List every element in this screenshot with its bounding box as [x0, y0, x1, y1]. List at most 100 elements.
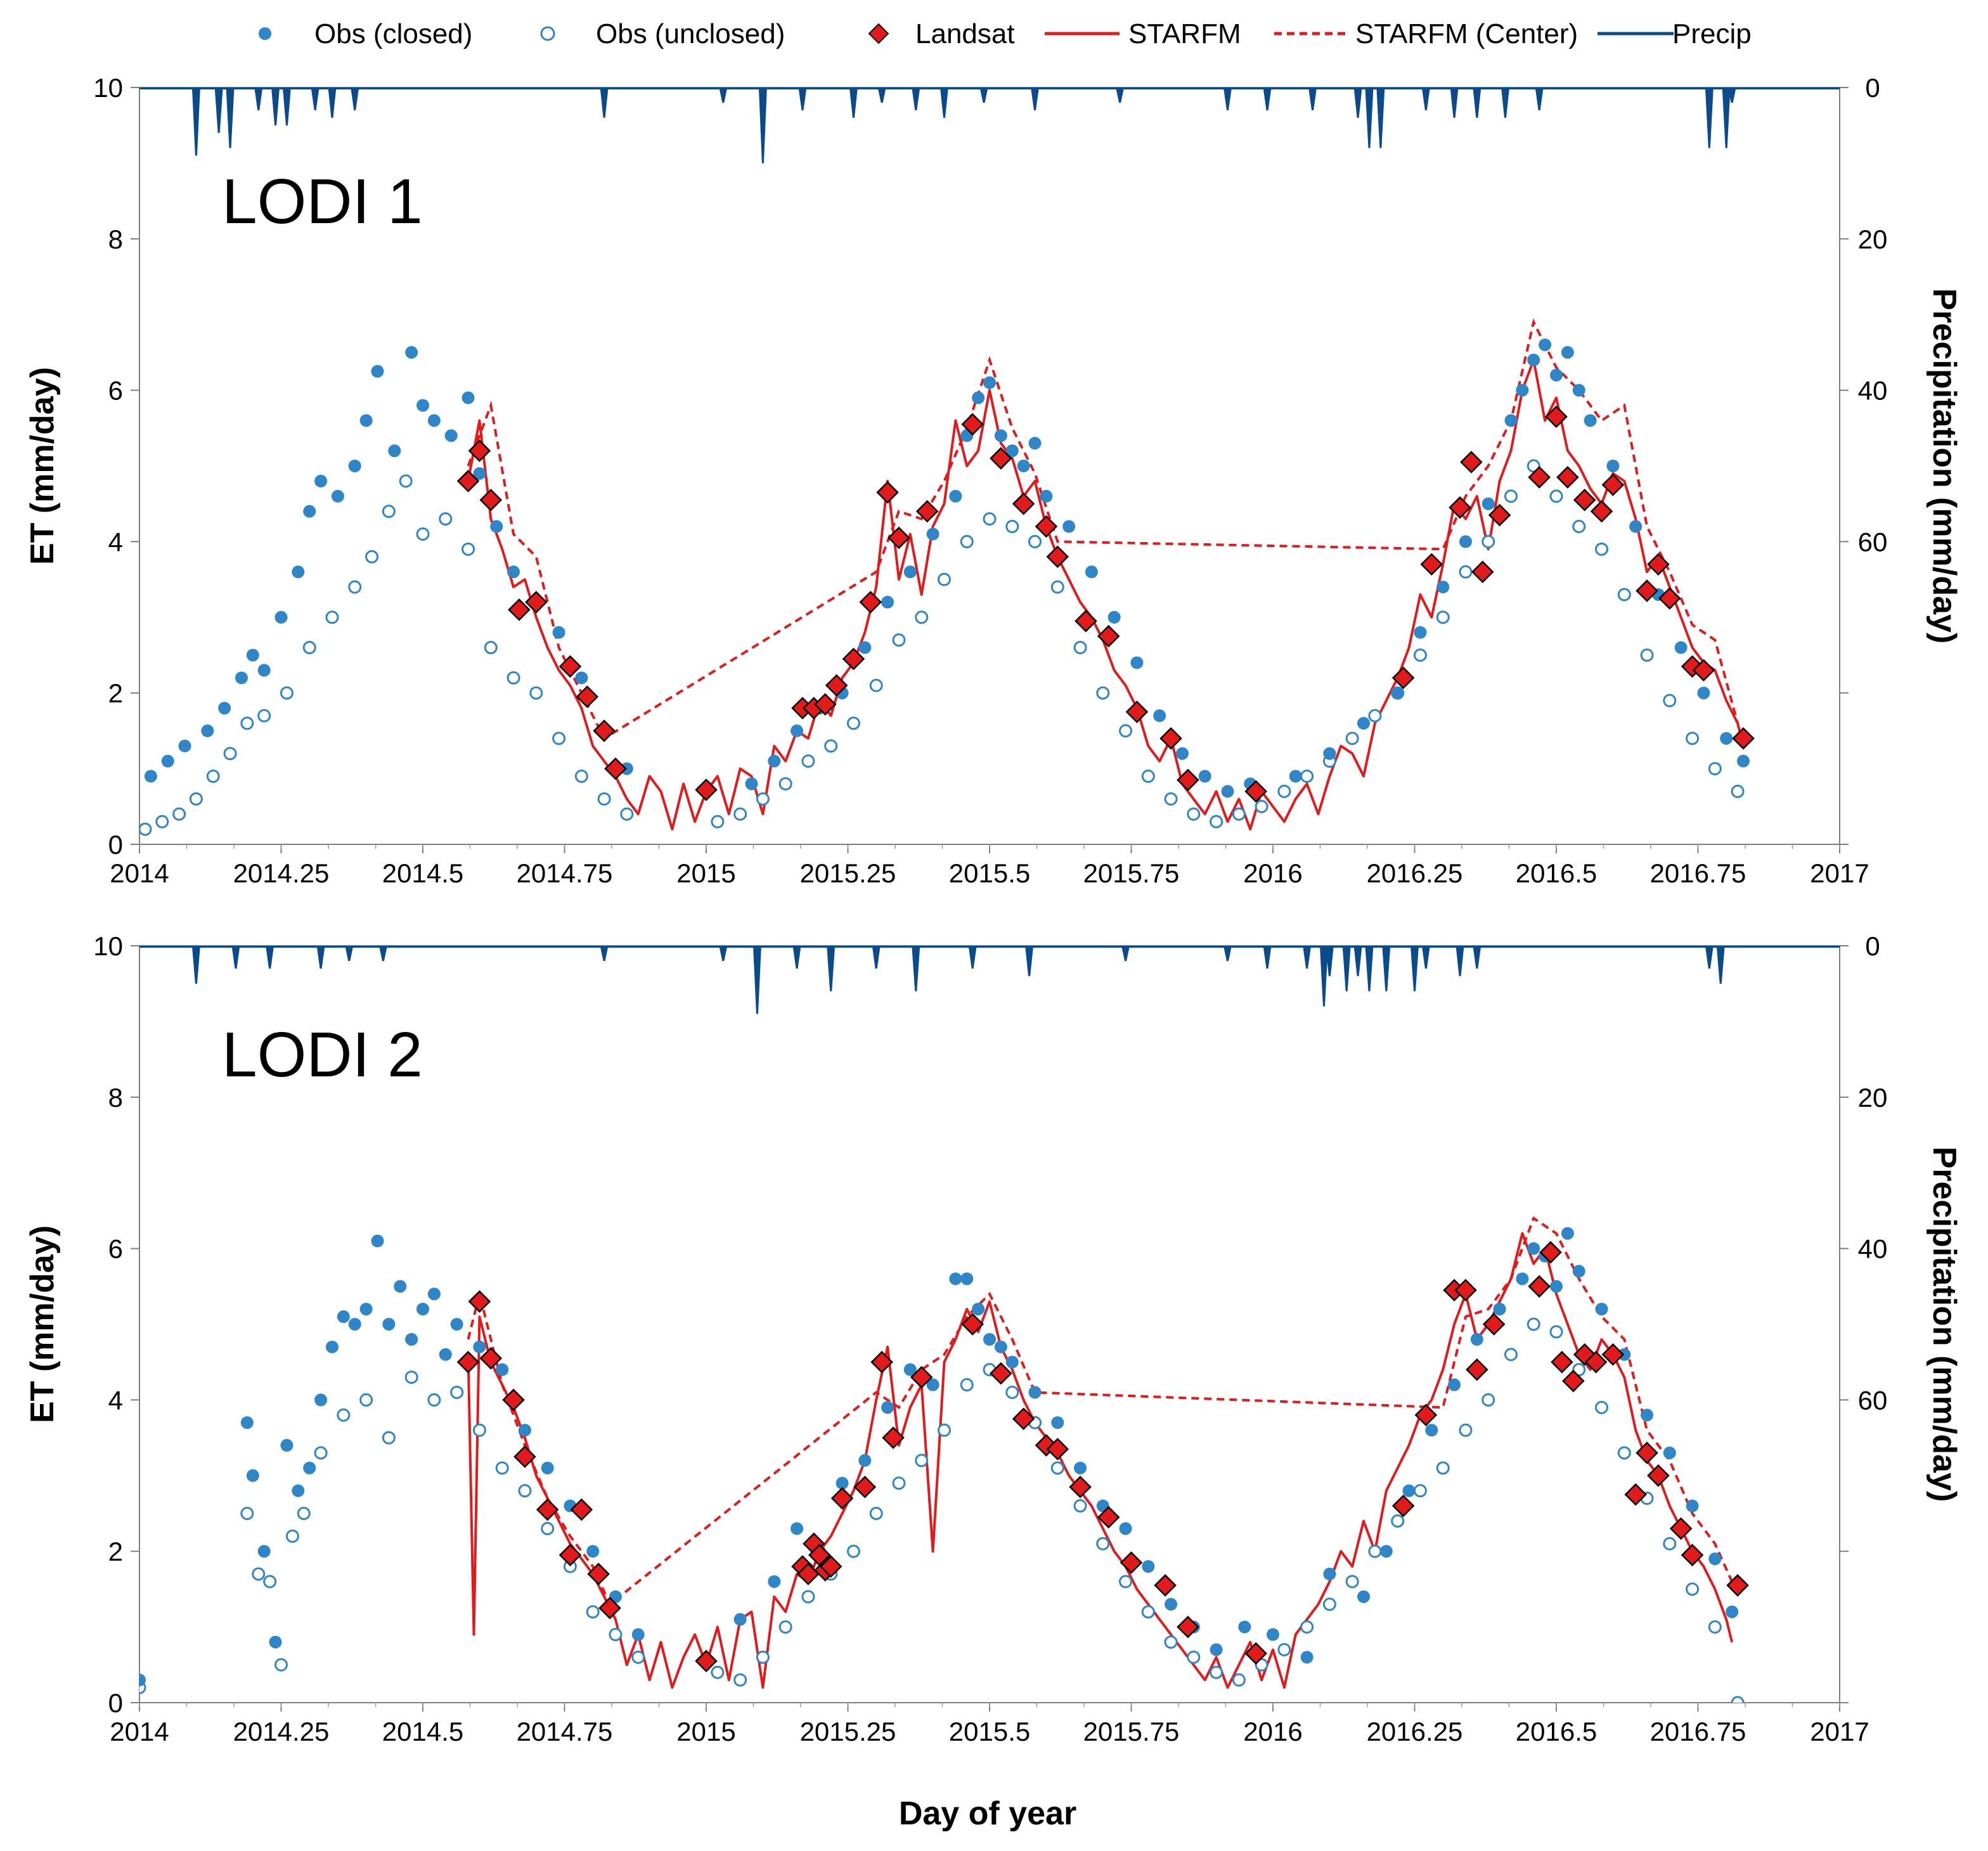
- y2-tick-label: 20: [1858, 1083, 1888, 1113]
- obs-unclosed-point: [1073, 641, 1087, 655]
- obs-closed-point: [791, 1522, 804, 1535]
- obs-unclosed-point: [439, 512, 453, 526]
- obs-closed-point: [314, 474, 328, 487]
- landsat-point: [1154, 1574, 1177, 1597]
- obs-closed-point: [331, 489, 344, 503]
- landsat-point: [1035, 515, 1058, 538]
- landsat-point: [1528, 1275, 1551, 1298]
- precip-spike: [600, 87, 609, 118]
- obs-unclosed-point: [240, 1507, 254, 1520]
- landsat-point: [876, 481, 899, 504]
- obs-closed-point: [1040, 489, 1053, 503]
- obs-unclosed-point: [960, 1378, 974, 1392]
- obs-closed-point: [490, 520, 503, 533]
- obs-unclosed-point: [1073, 1499, 1087, 1513]
- obs-unclosed-point: [172, 807, 186, 821]
- obs-closed-point: [1391, 687, 1404, 700]
- obs-unclosed-point: [631, 1650, 645, 1664]
- obs-closed-point: [972, 1303, 985, 1316]
- obs-unclosed-point: [1187, 1650, 1201, 1664]
- y-tick-label: 10: [93, 931, 123, 961]
- landsat-point: [1636, 579, 1658, 602]
- obs-closed-point: [1606, 460, 1620, 472]
- obs-unclosed-point: [285, 1529, 299, 1543]
- obs-closed-point: [1051, 1416, 1064, 1429]
- obs-unclosed-point: [1368, 1544, 1382, 1558]
- precip-spike: [1382, 946, 1391, 991]
- precip-spike: [939, 87, 948, 118]
- precip-spike: [827, 946, 836, 991]
- precip-series: [139, 87, 1840, 164]
- obs-closed-point: [473, 467, 486, 480]
- obs-closed-point: [620, 762, 633, 775]
- y-tick-label: 0: [108, 1688, 123, 1718]
- obs-unclosed-point: [1731, 784, 1745, 798]
- starfm-series: [467, 1232, 1734, 1689]
- landsat-point: [1075, 610, 1097, 633]
- obs-unclosed-point: [462, 542, 475, 556]
- obs-closed-point: [1674, 641, 1688, 654]
- obs-unclosed-point: [1686, 1582, 1700, 1596]
- obs-closed-point: [1300, 1651, 1314, 1664]
- obs-closed-point: [1062, 520, 1076, 533]
- obs-unclosed-point: [824, 739, 838, 753]
- obs-closed-point: [1289, 770, 1302, 783]
- obs-unclosed-point: [1119, 1575, 1133, 1589]
- obs-unclosed-point: [365, 550, 379, 564]
- obs-closed-point: [768, 1575, 781, 1588]
- obs-closed-point: [292, 565, 305, 579]
- precip-spike: [311, 87, 320, 111]
- y2-tick-label: 0: [1865, 73, 1880, 103]
- obs-unclosed-point: [1232, 1673, 1246, 1687]
- landsat-point: [990, 447, 1012, 470]
- obs-unclosed-point: [206, 770, 220, 784]
- legend-starfm-label: STARFM: [1128, 18, 1241, 49]
- obs-unclosed-point: [1232, 807, 1246, 821]
- landsat-point: [1460, 451, 1483, 474]
- precip-spike: [191, 87, 200, 156]
- landsat-point: [1669, 1517, 1693, 1540]
- obs-closed-point: [416, 1303, 429, 1316]
- landsat-point: [456, 470, 480, 493]
- obs-closed-point: [1726, 1605, 1739, 1618]
- precip-spike: [214, 87, 223, 133]
- obs-unclosed-point: [1595, 1400, 1609, 1414]
- obs-closed-point: [1221, 785, 1234, 798]
- precip-spike: [968, 946, 977, 969]
- panel-title: LODI 2: [222, 1019, 423, 1090]
- landsat-point: [825, 674, 848, 697]
- obs-closed-point: [371, 364, 384, 378]
- obs-closed-point: [1267, 1628, 1279, 1641]
- obs-closed-point: [926, 1378, 939, 1391]
- obs-closed-point: [1584, 414, 1597, 427]
- obs-closed-point: [1414, 626, 1427, 639]
- obs-closed-point: [1550, 368, 1563, 382]
- obs-unclosed-point: [427, 1393, 441, 1407]
- starfm-center-series: [467, 1216, 1733, 1606]
- precip-spike: [877, 87, 886, 103]
- landsat-point: [1584, 1350, 1608, 1374]
- obs-unclosed-point: [1595, 542, 1609, 556]
- obs-closed-point: [983, 376, 996, 389]
- obs-unclosed-point: [1391, 1514, 1405, 1528]
- y-tick-label: 6: [108, 1234, 123, 1264]
- obs-unclosed-point: [1028, 534, 1042, 548]
- obs-closed-point: [303, 1461, 316, 1474]
- legend-starfm-center-label: STARFM (Center): [1355, 18, 1578, 49]
- obs-closed-point: [1618, 1348, 1631, 1361]
- precip-spike: [1263, 87, 1272, 111]
- precip-spike: [191, 946, 200, 984]
- obs-closed-point: [858, 1454, 872, 1467]
- obs-unclosed-point: [960, 534, 974, 548]
- obs-closed-point: [1165, 1597, 1178, 1611]
- landsat-point: [1647, 1464, 1670, 1487]
- precip-spike: [1121, 946, 1130, 962]
- precip-spike: [1353, 87, 1362, 118]
- precip-spike: [231, 946, 240, 969]
- obs-unclosed-point: [609, 1628, 623, 1642]
- obs-closed-point: [507, 565, 520, 579]
- obs-closed-point: [1641, 1409, 1654, 1422]
- obs-unclosed-point: [1119, 724, 1133, 738]
- landsat-point: [1556, 466, 1579, 489]
